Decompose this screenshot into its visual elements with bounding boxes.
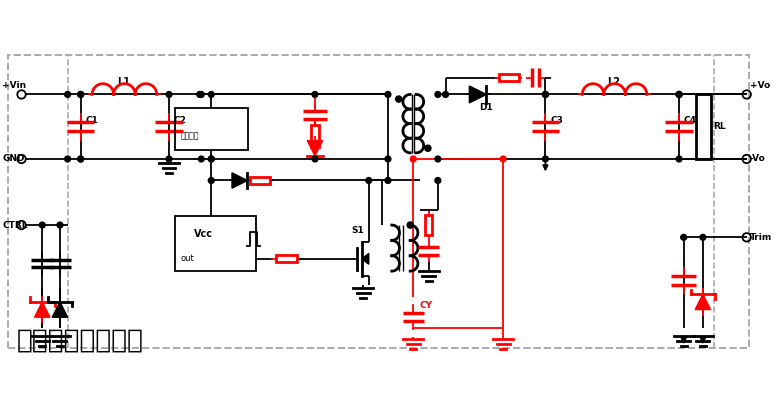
Text: C2: C2 <box>174 116 186 125</box>
Bar <box>696 95 712 159</box>
Circle shape <box>676 92 682 97</box>
Bar <box>175 107 248 150</box>
Circle shape <box>78 92 84 97</box>
Text: 启动电路: 启动电路 <box>181 131 199 141</box>
Bar <box>425 215 432 235</box>
Polygon shape <box>232 173 248 188</box>
Bar <box>498 74 518 81</box>
Circle shape <box>64 92 71 97</box>
Text: L1: L1 <box>116 77 130 87</box>
Text: C3: C3 <box>550 116 563 125</box>
Text: C1: C1 <box>85 116 98 125</box>
Circle shape <box>542 92 549 97</box>
Bar <box>250 177 269 184</box>
Text: 产品内部简单电路: 产品内部简单电路 <box>17 327 144 354</box>
Polygon shape <box>362 253 369 264</box>
Circle shape <box>435 156 441 162</box>
Text: Vcc: Vcc <box>193 229 213 239</box>
Text: out: out <box>181 255 194 263</box>
Circle shape <box>208 156 214 162</box>
Bar <box>175 216 256 271</box>
Text: CY: CY <box>420 301 432 310</box>
Circle shape <box>700 234 706 240</box>
Circle shape <box>442 92 449 97</box>
Polygon shape <box>469 86 487 103</box>
Circle shape <box>166 156 172 162</box>
Circle shape <box>385 92 391 97</box>
Circle shape <box>501 156 506 162</box>
Circle shape <box>78 156 84 162</box>
Polygon shape <box>307 141 323 156</box>
Circle shape <box>64 156 71 162</box>
Circle shape <box>676 92 682 97</box>
Circle shape <box>681 234 687 240</box>
Text: +Vo: +Vo <box>750 81 770 90</box>
Text: +Vin: +Vin <box>2 81 26 90</box>
Circle shape <box>78 92 84 97</box>
Circle shape <box>676 156 682 162</box>
Circle shape <box>199 156 204 162</box>
Circle shape <box>411 156 416 162</box>
Circle shape <box>197 92 203 97</box>
Text: RL: RL <box>713 122 726 131</box>
Text: CTRL: CTRL <box>2 221 28 229</box>
Circle shape <box>208 92 214 97</box>
Text: C4: C4 <box>684 116 697 125</box>
Circle shape <box>435 92 441 97</box>
Circle shape <box>365 178 372 183</box>
Circle shape <box>40 222 45 228</box>
Circle shape <box>57 222 63 228</box>
Circle shape <box>435 178 441 183</box>
Text: Trim: Trim <box>750 233 772 242</box>
Circle shape <box>312 156 318 162</box>
Polygon shape <box>52 302 68 317</box>
Text: GND: GND <box>2 154 25 164</box>
Text: D1: D1 <box>480 103 493 112</box>
Circle shape <box>396 96 402 102</box>
Circle shape <box>312 92 318 97</box>
Circle shape <box>542 92 549 97</box>
Circle shape <box>676 92 682 97</box>
Circle shape <box>208 178 214 183</box>
Circle shape <box>385 178 391 183</box>
Polygon shape <box>695 294 711 309</box>
Text: -Vo: -Vo <box>750 154 765 164</box>
Text: S1: S1 <box>352 226 365 235</box>
Circle shape <box>208 156 214 162</box>
Polygon shape <box>35 302 50 317</box>
Circle shape <box>385 156 391 162</box>
Circle shape <box>424 145 431 152</box>
Text: L2: L2 <box>607 77 620 87</box>
Circle shape <box>199 92 204 97</box>
Circle shape <box>78 156 84 162</box>
Circle shape <box>542 156 549 162</box>
Bar <box>275 255 297 262</box>
Circle shape <box>407 222 414 228</box>
Bar <box>311 125 319 147</box>
Circle shape <box>166 92 172 97</box>
